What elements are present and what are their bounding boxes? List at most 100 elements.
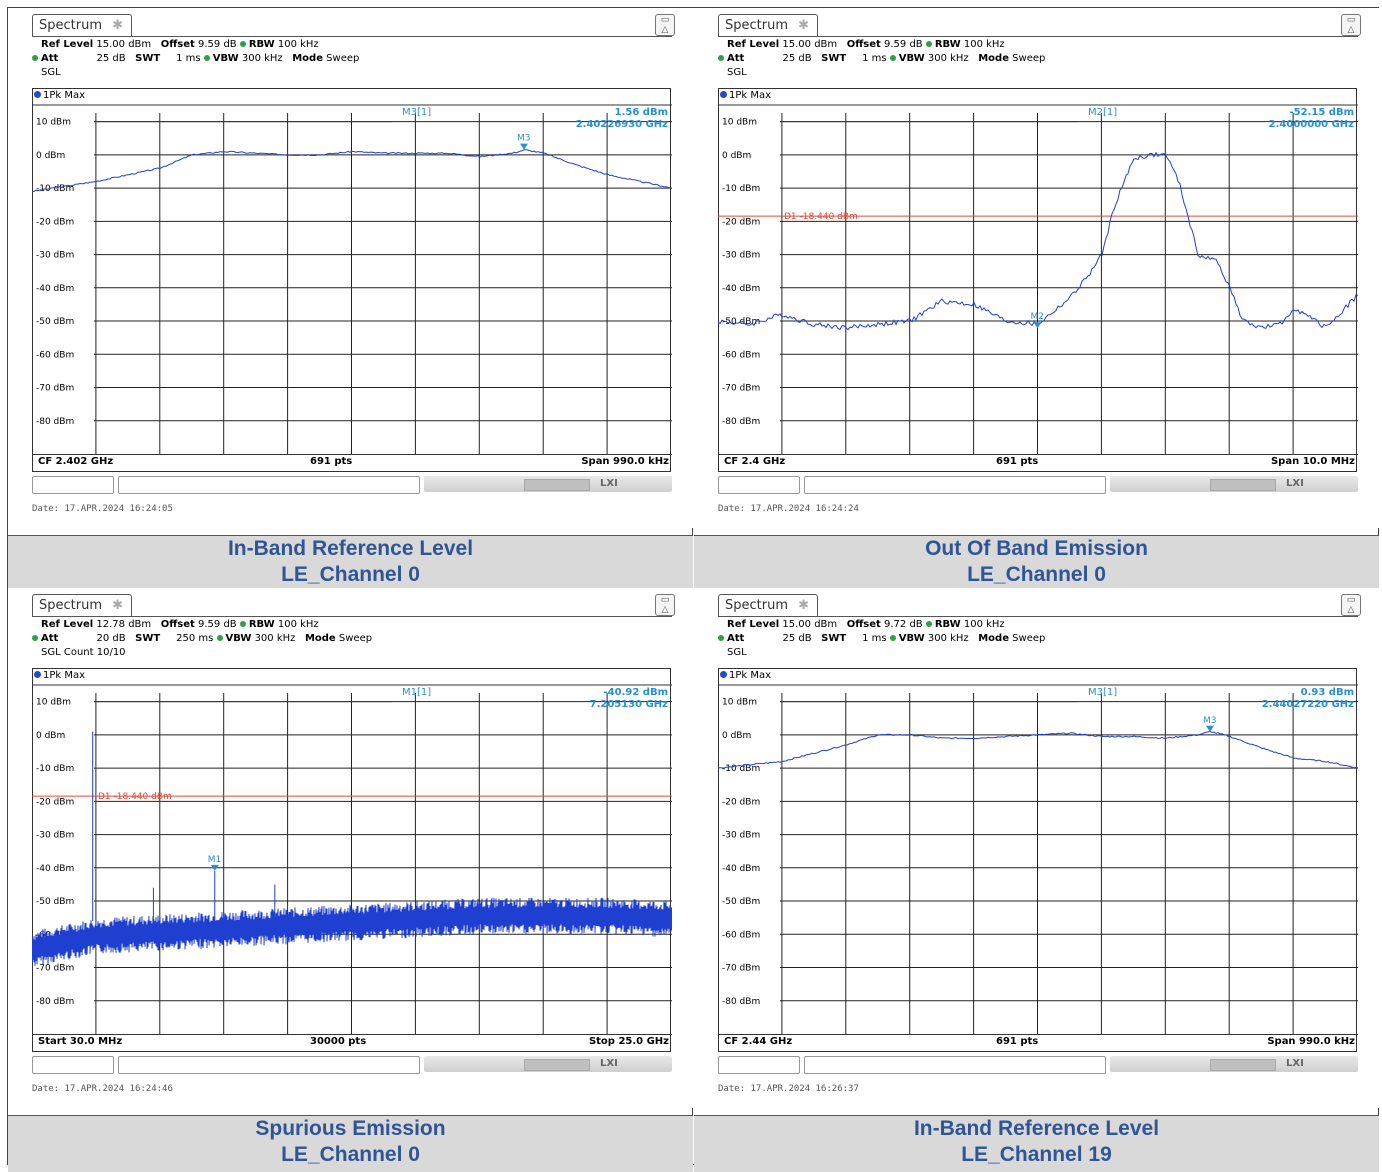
settings-block: Ref Level 15.00 dBm Offset 9.59 dB RBW 1… <box>718 38 1045 80</box>
date-stamp: Date: 17.APR.2024 16:24:05 <box>32 504 173 514</box>
star-icon: ✱ <box>112 598 124 613</box>
diagram-frame <box>718 668 1357 1052</box>
footer-left: CF 2.44 GHz <box>724 1036 793 1047</box>
footer-right: Span 990.0 kHz <box>581 456 669 467</box>
rbw: 100 kHz <box>963 619 1005 630</box>
caption-channel: LE_Channel 0 <box>281 563 420 586</box>
diagram-frame <box>718 88 1357 472</box>
diagram-frame <box>32 88 671 472</box>
trace-line <box>32 149 672 193</box>
analyzer-screenshot: Spectrum ✱ ▭ △ Ref Level 15.00 dBm Offset… <box>8 8 693 528</box>
marker-readout-name: M2[1] <box>1088 107 1117 118</box>
tab-label: Spectrum <box>39 18 102 33</box>
footer-right: Stop 25.0 GHz <box>588 1036 669 1047</box>
window-icon[interactable]: ▭ △ <box>655 14 675 36</box>
status-field-1[interactable] <box>32 1056 114 1074</box>
status-field-1[interactable] <box>718 1056 800 1074</box>
lxi-icon: LXI <box>1286 1058 1304 1069</box>
star-icon: ✱ <box>798 598 810 613</box>
vbw-coupled-icon <box>889 635 896 641</box>
status-field-1[interactable] <box>32 476 114 494</box>
offset: 9.59 dB <box>198 619 237 630</box>
y-tick-label: 10 dBm <box>722 698 757 708</box>
footer-points: 691 pts <box>996 1036 1039 1047</box>
footer-left: CF 2.402 GHz <box>38 456 114 467</box>
marker-tag: M3 <box>1203 716 1217 726</box>
footer-rule <box>718 454 1358 455</box>
offset: 9.59 dB <box>198 39 237 50</box>
mode: Sweep <box>326 53 360 64</box>
diagram-frame <box>32 668 671 1052</box>
spectrum-tab[interactable]: Spectrum ✱ <box>718 14 818 36</box>
status-field-2[interactable] <box>804 476 1106 494</box>
rbw: 100 kHz <box>277 39 319 50</box>
spectrum-tab[interactable]: Spectrum ✱ <box>32 14 132 36</box>
y-tick-label: 10 dBm <box>36 698 71 708</box>
star-icon: ✱ <box>112 18 124 33</box>
rbw-coupled-icon <box>925 621 932 627</box>
y-tick-label: -70 dBm <box>722 964 760 974</box>
panel-caption: Out Of Band Emission LE_Channel 0 <box>694 535 1379 592</box>
sgl: SGL <box>727 67 747 78</box>
trace-indicator-icon <box>34 671 41 678</box>
swt: 1 ms <box>862 633 887 644</box>
limit-label: D1 -18.440 dBm <box>784 212 858 222</box>
y-tick-label: -80 dBm <box>722 417 760 427</box>
status-bar: LXI <box>32 476 672 494</box>
spectrum-plot: 10 dBm 0 dBm -10 dBm -20 dBm -30 dBm -40 dBm -… <box>718 104 1358 454</box>
y-tick-label: -20 dBm <box>722 217 760 227</box>
spectrum-plot: 10 dBm 0 dBm -10 dBm -20 dBm -30 dBm -40 dBm -… <box>718 684 1358 1034</box>
status-field-2[interactable] <box>118 476 420 494</box>
caption-channel: LE_Channel 19 <box>961 1143 1112 1166</box>
lxi-icon: LXI <box>600 1058 618 1069</box>
att: 20 dB <box>96 633 126 644</box>
y-tick-label: -40 dBm <box>722 284 760 294</box>
caption-channel: LE_Channel 0 <box>281 1143 420 1166</box>
spectrum-plot: 10 dBm 0 dBm -10 dBm -20 dBm -30 dBm -40 dBm -… <box>32 104 672 454</box>
y-tick-label: -70 dBm <box>36 384 74 394</box>
marker-readout-name: M3[1] <box>1088 687 1117 698</box>
att-coupled-icon <box>32 635 38 641</box>
status-field-2[interactable] <box>118 1056 420 1074</box>
marker-readout-level: 0.93 dBm <box>1301 687 1354 698</box>
marker-tag: M2 <box>1031 312 1045 322</box>
vbw-coupled-icon <box>216 635 223 641</box>
caption-title: In-Band Reference Level <box>913 1117 1160 1140</box>
y-tick-label: -70 dBm <box>722 384 760 394</box>
caption-channel: LE_Channel 0 <box>967 563 1106 586</box>
status-field-2[interactable] <box>804 1056 1106 1074</box>
footer-rule <box>32 454 672 455</box>
vbw: 300 kHz <box>254 633 296 644</box>
marker-readout-name: M1[1] <box>402 687 431 698</box>
trace-label: 1Pk Max <box>720 90 771 101</box>
ref-level: 15.00 dBm <box>782 39 838 50</box>
caption-title: Spurious Emission <box>255 1117 446 1140</box>
caption-title: Out Of Band Emission <box>925 537 1148 560</box>
window-icon[interactable]: ▭ △ <box>1341 14 1361 36</box>
att-coupled-icon <box>718 635 724 641</box>
marker-readout-name: M3[1] <box>402 107 431 118</box>
tab-label: Spectrum <box>725 18 788 33</box>
spectrum-tab[interactable]: Spectrum ✱ <box>32 594 132 616</box>
y-tick-label: -50 dBm <box>722 897 760 907</box>
y-tick-label: -60 dBm <box>36 350 74 360</box>
window-icon[interactable]: ▭ △ <box>655 594 675 616</box>
settings-block: Ref Level 15.00 dBm Offset 9.72 dB RBW 1… <box>718 618 1045 660</box>
trace-label: 1Pk Max <box>34 90 85 101</box>
spectrum-tab[interactable]: Spectrum ✱ <box>718 594 818 616</box>
trace-label: 1Pk Max <box>720 670 771 681</box>
ref-level: 15.00 dBm <box>782 619 838 630</box>
mode: Sweep <box>1012 53 1046 64</box>
window-icon[interactable]: ▭ △ <box>1341 594 1361 616</box>
rbw-coupled-icon <box>239 621 246 627</box>
status-field-1[interactable] <box>718 476 800 494</box>
footer-points: 691 pts <box>310 456 353 467</box>
date-stamp: Date: 17.APR.2024 16:24:46 <box>32 1084 173 1094</box>
status-indicators: LXI <box>424 1056 672 1072</box>
analyzer-screenshot: Spectrum ✱ ▭ △ Ref Level 15.00 dBm Offset… <box>694 8 1379 528</box>
y-tick-label: -80 dBm <box>36 417 74 427</box>
sgl: SGL <box>41 67 61 78</box>
marker-tag: M1 <box>208 855 222 865</box>
trace-line <box>32 897 672 966</box>
tab-underline <box>32 616 672 617</box>
